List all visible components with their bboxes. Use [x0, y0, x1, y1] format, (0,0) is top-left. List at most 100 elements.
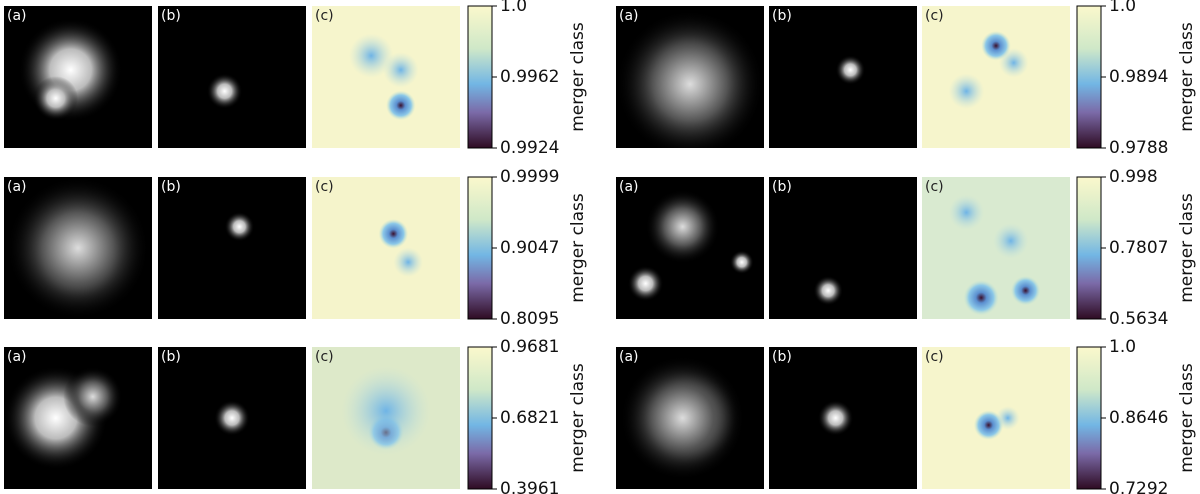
- colorbar-tick-label: 0.6821: [500, 408, 559, 428]
- colorbar-tick-label: 0.9924: [500, 138, 559, 158]
- blob: [813, 275, 843, 306]
- image-panel: [616, 177, 764, 319]
- blob: [948, 194, 985, 231]
- panel-label: (c): [925, 349, 944, 365]
- panel-label: (a): [7, 179, 27, 195]
- blob: [214, 400, 250, 436]
- colorbar-label: merger class: [1177, 193, 1197, 303]
- blob: [349, 33, 394, 78]
- panel-group: (a) (b) (c) 0.998 0.7807 0.5634 merger class: [616, 167, 1197, 329]
- image-panel: [312, 347, 460, 489]
- image-panel: [922, 177, 1070, 319]
- blob: [383, 52, 419, 88]
- panel-label: (c): [925, 8, 944, 24]
- colorbar-tick-label: 0.998: [1109, 167, 1158, 187]
- panel-label: (a): [7, 349, 27, 365]
- panel-background: [158, 177, 306, 319]
- blob: [948, 73, 985, 109]
- panel-label: (b): [772, 8, 792, 24]
- colorbar-tick-label: 1.0: [1109, 0, 1136, 16]
- blob: [729, 250, 754, 275]
- panel-label: (c): [925, 179, 944, 195]
- panel-label: (b): [772, 179, 792, 195]
- blob: [973, 410, 1004, 440]
- blob: [998, 48, 1029, 78]
- panel-group: (a) (b) (c) 1.0 0.8646 0.7292 merger class: [616, 337, 1197, 494]
- panel-group: (a) (b) (c) 0.9999 0.9047 0.8095 merger class: [4, 167, 588, 329]
- colorbar-tick-label: 0.9894: [1109, 67, 1168, 87]
- blob: [817, 400, 854, 436]
- blob: [645, 189, 720, 264]
- image-panel: [769, 177, 917, 319]
- image-panel: [616, 6, 764, 148]
- blob: [33, 76, 78, 121]
- colorbar-tick-label: 1.0: [500, 0, 527, 16]
- panel-background: [769, 177, 917, 319]
- blob: [63, 367, 123, 427]
- colorbar-tick-label: 0.9047: [500, 238, 559, 258]
- image-panel: [312, 177, 460, 319]
- panel-label: (a): [619, 179, 639, 195]
- colorbar-tick-label: 0.8095: [500, 309, 559, 329]
- blob: [393, 247, 424, 277]
- colorbar-tick-label: 0.3961: [500, 479, 559, 494]
- blob: [620, 355, 745, 481]
- panel-group: (a) (b) (c) 0.9681 0.6821 0.3961 merger class: [4, 337, 588, 494]
- colorbar-tick-label: 0.9962: [500, 67, 559, 87]
- panel-label: (a): [7, 8, 27, 24]
- blob: [993, 223, 1029, 259]
- colorbar-label: merger class: [568, 363, 588, 473]
- panel-label: (b): [161, 349, 181, 365]
- image-panel: [158, 6, 306, 148]
- colorbar-tick-label: 0.9681: [500, 337, 559, 357]
- colorbar: [467, 346, 493, 490]
- image-panel: [922, 6, 1070, 148]
- panel-label: (b): [161, 8, 181, 24]
- blob: [627, 265, 664, 302]
- colorbar-label: merger class: [568, 22, 588, 132]
- panel-label: (a): [619, 8, 639, 24]
- blob: [963, 279, 999, 316]
- panel-background: [312, 177, 460, 319]
- colorbar: [1076, 346, 1102, 490]
- blob: [996, 406, 1020, 430]
- image-panel: [922, 347, 1070, 489]
- panel-label: (c): [315, 349, 334, 365]
- blob: [1010, 275, 1041, 306]
- colorbar-tick-label: 0.9788: [1109, 138, 1168, 158]
- panel-label: (c): [315, 179, 334, 195]
- panel-group: (a) (b) (c) 1.0 0.9894 0.9788 merger class: [616, 0, 1197, 158]
- colorbar-tick-label: 0.5634: [1109, 309, 1168, 329]
- image-panel: [158, 347, 306, 489]
- colorbar-label: merger class: [568, 193, 588, 303]
- colorbar-tick-label: 1.0: [1109, 337, 1136, 357]
- panel-label: (c): [315, 8, 334, 24]
- colorbar-tick-label: 0.7292: [1109, 479, 1168, 494]
- blob: [616, 10, 764, 148]
- image-panel: [769, 347, 917, 489]
- colorbar-label: merger class: [1177, 22, 1197, 132]
- panel-label: (b): [772, 349, 792, 365]
- image-panel: [4, 177, 152, 319]
- image-panel: [312, 6, 460, 148]
- blob: [6, 177, 150, 319]
- colorbar: [467, 176, 493, 320]
- blob: [206, 73, 243, 109]
- blob: [835, 55, 866, 85]
- panel-group: (a) (b) (c) 1.0 0.9962 0.9924 merger class: [4, 0, 588, 158]
- image-panel: [4, 347, 152, 489]
- colorbar-tick-label: 0.9999: [500, 167, 559, 187]
- image-panel: [158, 177, 306, 319]
- colorbar: [1076, 5, 1102, 149]
- blob: [224, 211, 255, 242]
- image-panel: [769, 6, 917, 148]
- panel-label: (b): [161, 179, 181, 195]
- blob: [386, 90, 416, 121]
- colorbar-tick-label: 0.7807: [1109, 238, 1168, 258]
- blob: [378, 219, 409, 249]
- colorbar-label: merger class: [1177, 363, 1197, 473]
- panel-background: [922, 6, 1070, 148]
- colorbar: [1076, 176, 1102, 320]
- image-panel: [4, 6, 152, 148]
